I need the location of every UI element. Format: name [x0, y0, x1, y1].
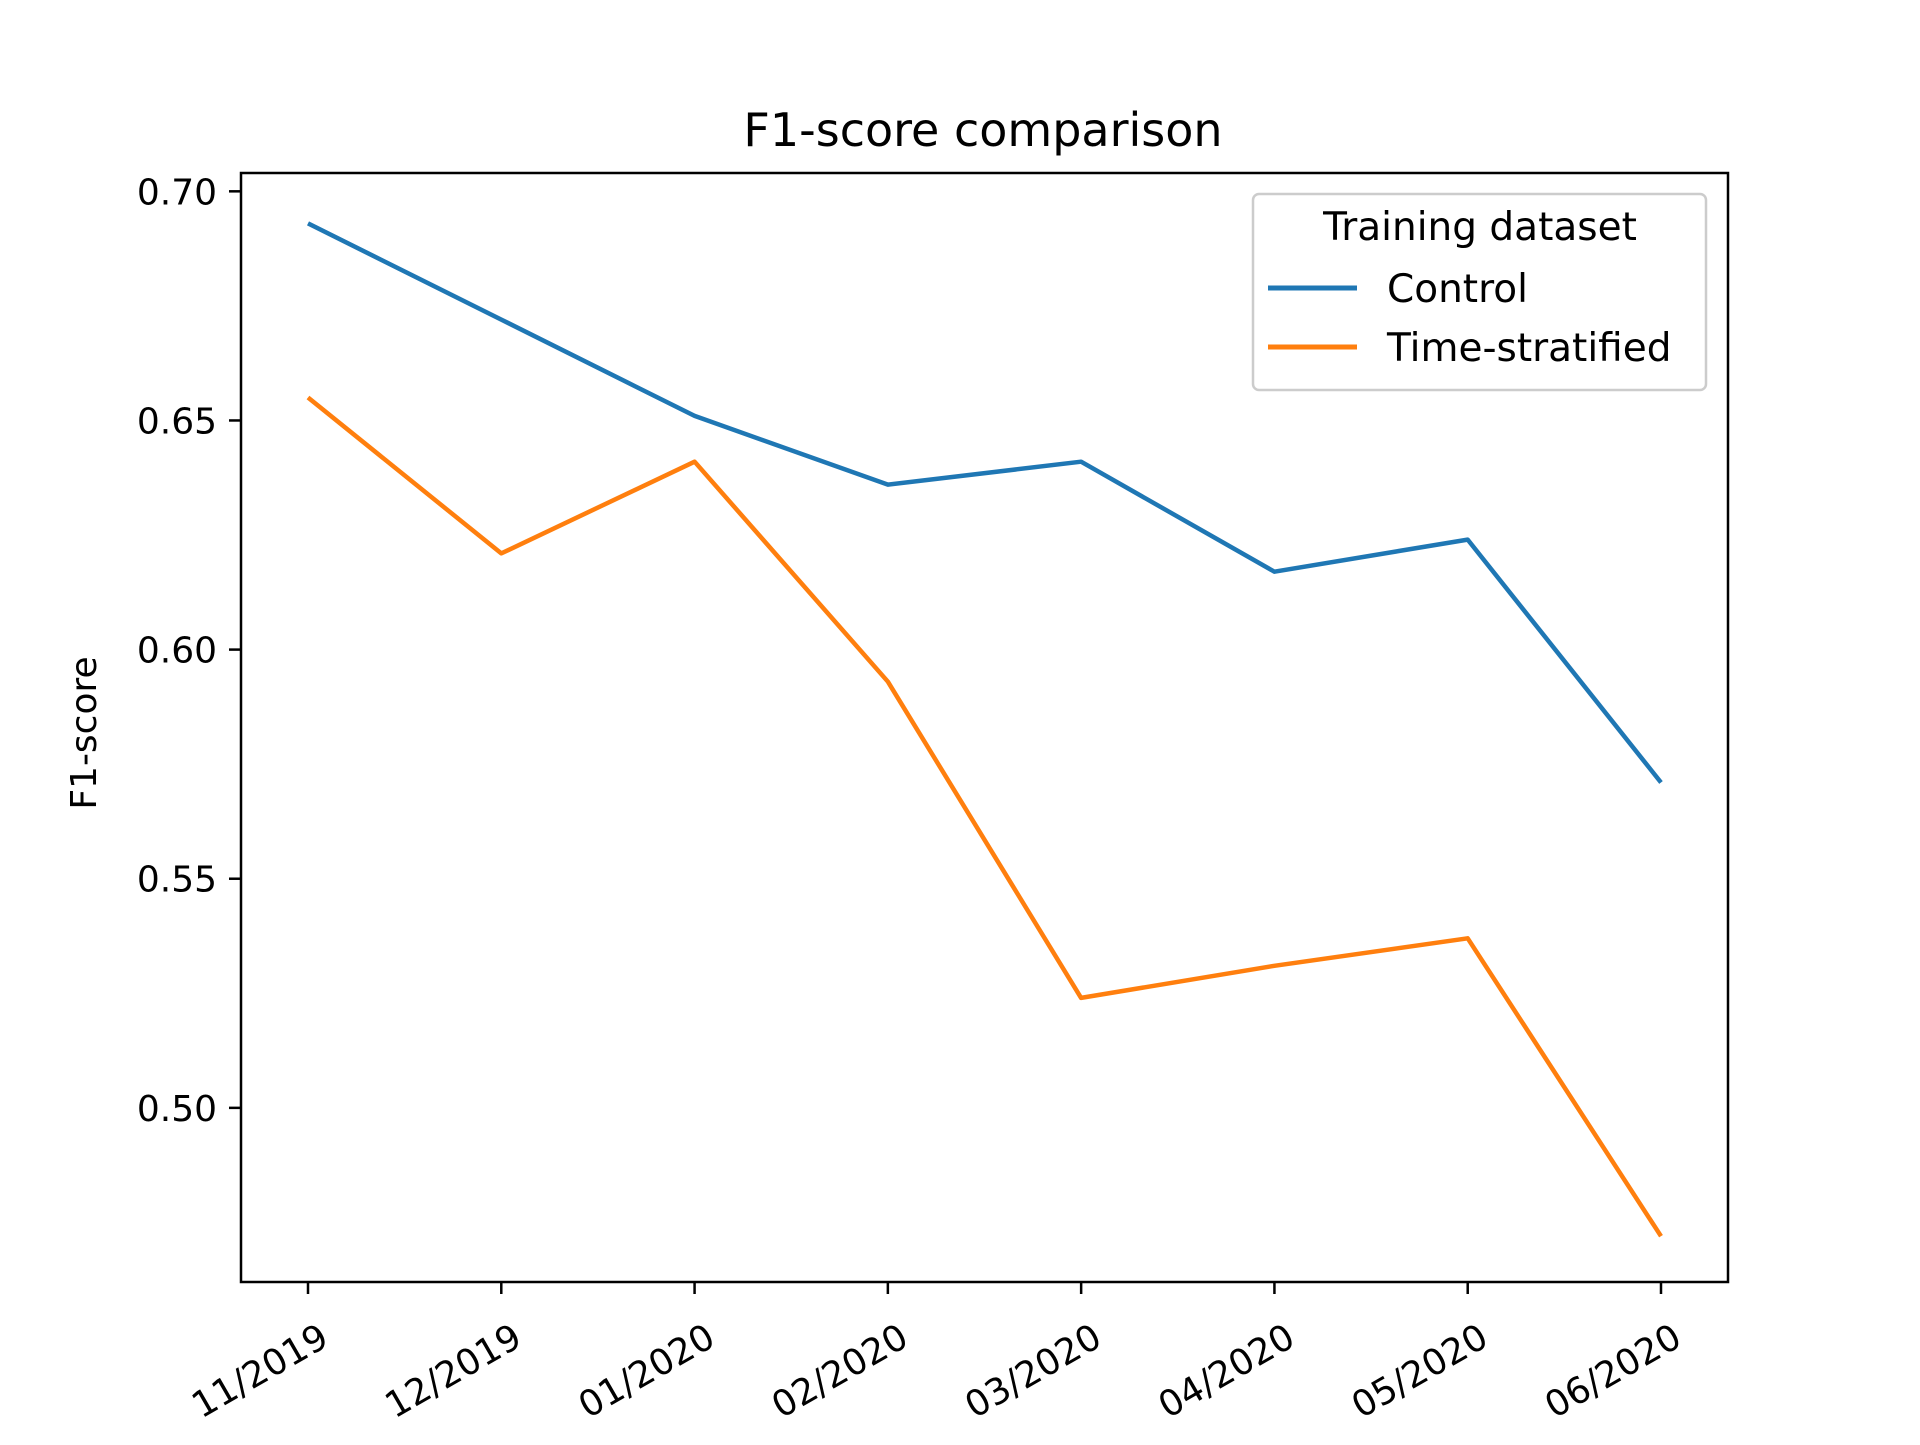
y-tick-label: 0.55: [137, 860, 217, 901]
series-line-control: [306, 221, 1663, 784]
y-tick-label: 0.50: [137, 1089, 217, 1130]
y-tick-label: 0.65: [137, 401, 217, 442]
legend-label-time-stratified: Time-stratified: [1386, 326, 1672, 371]
legend-frame: [1251, 192, 1708, 392]
legend-label-control: Control: [1387, 267, 1528, 312]
y-tick-label: 0.70: [137, 172, 217, 213]
legend: Training dataset Control Time-stratified: [1251, 192, 1708, 392]
chart-title: F1-score comparison: [743, 103, 1222, 157]
axes-frame: [239, 171, 1730, 1284]
y-tick-label: 0.60: [137, 631, 217, 672]
legend-title: Training dataset: [1322, 205, 1637, 250]
y-axis-label: F1-score: [64, 656, 105, 809]
series-line-time-stratified: [306, 395, 1663, 1238]
